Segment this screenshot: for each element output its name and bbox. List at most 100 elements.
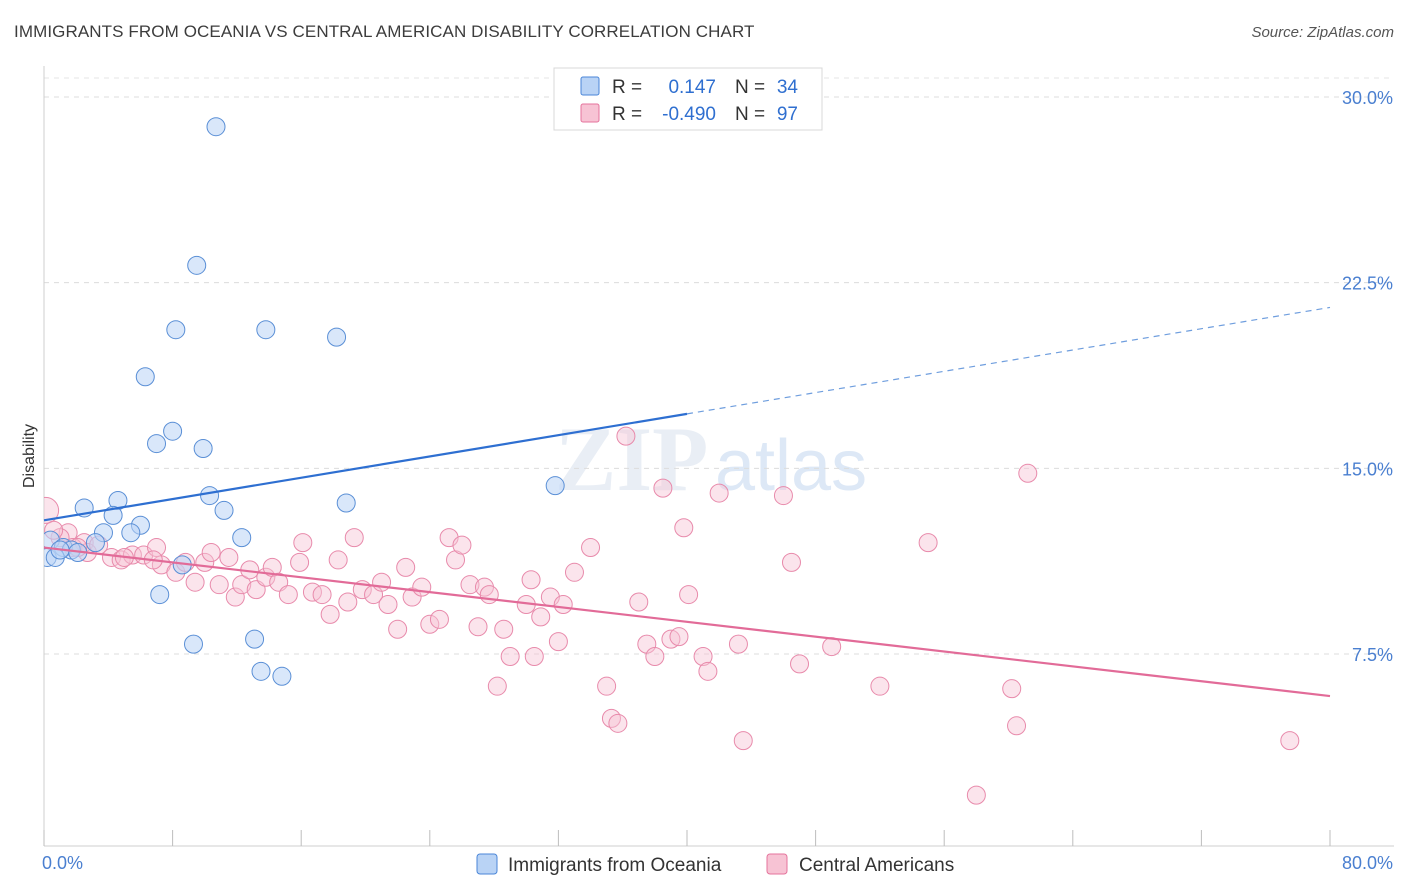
central-point-72 [645,646,665,666]
oceania-point-1 [187,255,207,275]
legend-r-label-2: R = [612,104,642,125]
central-point-32 [312,585,332,605]
oceania-point-3 [256,320,276,340]
central-point-81 [728,634,748,654]
central-trend-line [43,546,1331,698]
central-point-88 [918,533,938,553]
trend-lines [43,306,1331,698]
central-point-93 [1280,731,1300,751]
oceania-point-8 [193,439,213,459]
legend-r-value-1: 0.147 [668,77,716,98]
legend-n-label-1: N = [735,77,765,98]
oceania-point-7 [147,434,167,454]
central-point-62 [548,632,568,652]
central-point-43 [402,587,422,607]
central-point-16 [185,572,205,592]
oceania-point-14 [214,500,234,520]
oceania-point-20 [85,533,105,553]
y-tick-label-2: 22.5% [1342,274,1393,294]
legend-n-value-1: 34 [777,77,799,98]
central-point-28 [278,585,298,605]
oceania-point-32 [272,666,292,686]
central-point-53 [479,585,499,605]
axes [43,66,1394,847]
central-point-78 [693,646,713,666]
central-point-34 [328,550,348,570]
tick-labels: 7.5% 15.0% 22.5% 30.0% 0.0% 80.0% [42,88,1393,873]
central-point-90 [1002,679,1022,699]
central-point-39 [372,572,392,592]
central-point-92 [1018,463,1038,483]
central-point-91 [1007,716,1027,736]
legend-r-value-2: -0.490 [662,104,716,125]
bottom-legend-central: Central Americans [799,855,954,876]
stats-legend: R = 0.147 N = 34 R = -0.490 N = 97 [553,67,823,131]
x-tick-label-0: 0.0% [42,853,83,873]
oceania-point-31 [251,661,271,681]
central-point-59 [524,646,544,666]
bottom-legend-swatch-oceania [476,853,498,875]
central-point-55 [494,619,514,639]
legend-swatch-central [580,103,600,123]
central-point-87 [870,676,890,696]
oceania-point-11 [336,493,356,513]
central-point-22 [232,575,252,595]
central-point-42 [396,557,416,577]
central-point-12 [147,538,167,558]
central-point-46 [429,609,449,629]
central-point-66 [597,676,617,696]
oceania-point-29 [183,634,203,654]
y-axis-label: Disability [21,424,38,488]
oceania-point-4 [327,327,347,347]
central-point-50 [460,575,480,595]
central-point-65 [581,538,601,558]
central-point-75 [669,627,689,647]
central-point-63 [553,594,573,614]
central-point-60 [531,607,551,627]
oceania-trend-extension [686,306,1331,415]
chart-source: Source: ZipAtlas.com [1251,24,1394,41]
central-point-73 [653,478,673,498]
chart-title: IMMIGRANTS FROM OCEANIA VS CENTRAL AMERI… [14,22,755,41]
central-point-69 [616,426,636,446]
oceania-point-21 [232,528,252,548]
central-point-85 [790,654,810,674]
central-point-45 [420,614,440,634]
oceania-point-5 [135,367,155,387]
central-point-49 [452,535,472,555]
central-point-51 [468,617,488,637]
central-point-84 [781,552,801,572]
central-point-58 [521,570,541,590]
central-point-33 [320,604,340,624]
legend-swatch-oceania [580,76,600,96]
watermark-zip: ZIP [555,408,708,510]
central-point-80 [709,483,729,503]
oceania-point-15 [103,505,123,525]
watermark-atlas: atlas [715,426,867,506]
bottom-legend-oceania: Immigrants from Oceania [508,855,722,876]
central-point-0 [44,496,60,524]
central-point-79 [698,661,718,681]
y-tick-label-1: 15.0% [1342,459,1393,479]
central-point-20 [219,547,239,567]
oceania-point-2 [166,320,186,340]
oceania-point-6 [163,421,183,441]
central-point-41 [388,619,408,639]
central-point-30 [293,533,313,553]
oceania-point-28 [150,585,170,605]
central-point-82 [733,731,753,751]
central-point-68 [608,713,628,733]
central-point-36 [344,528,364,548]
central-point-21 [225,587,245,607]
y-tick-label-0: 7.5% [1352,645,1393,665]
central-point-19 [209,575,229,595]
central-point-83 [773,486,793,506]
bottom-legend-swatch-central [766,853,788,875]
series-legend: Immigrants from Oceania Central American… [476,853,954,876]
legend-n-label-2: N = [735,104,765,125]
central-point-77 [679,585,699,605]
central-point-74 [661,629,681,649]
oceania-point-30 [245,629,265,649]
central-point-40 [378,594,398,614]
